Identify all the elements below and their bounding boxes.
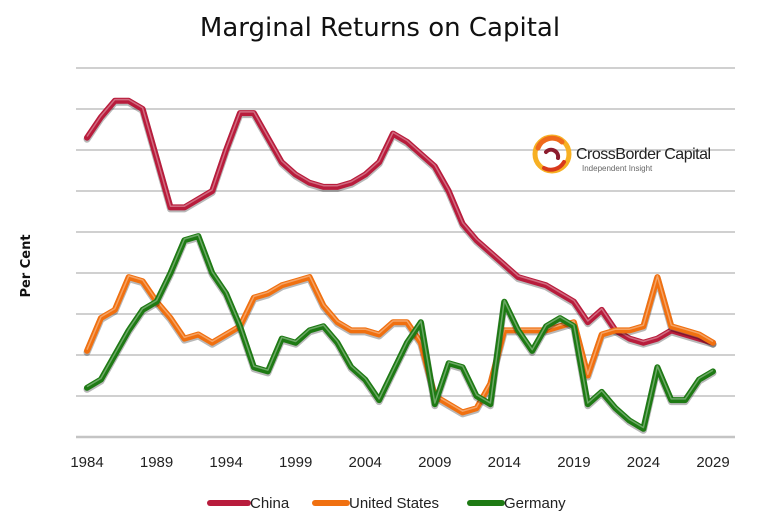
legend-label: United States (349, 495, 439, 512)
series-highlight (86, 234, 714, 429)
series-highlight (86, 98, 714, 343)
crossborder-capital-logo: CrossBorder Capital Independent Insight (532, 134, 711, 174)
legend-item-china: China (207, 495, 290, 512)
x-tick-label: 1994 (209, 454, 242, 471)
x-tick-label: 1989 (140, 454, 173, 471)
x-tick-label: 2019 (557, 454, 590, 471)
logo-name: CrossBorder Capital (576, 146, 711, 163)
y-axis-label: Per Cent (19, 234, 34, 297)
series-line (84, 274, 716, 416)
x-tick-label: 2014 (488, 454, 521, 471)
x-tick-label: 2024 (627, 454, 660, 471)
grid-lines (76, 67, 735, 439)
series-china (83, 97, 717, 348)
x-tick-label: 2004 (349, 454, 382, 471)
legend-item-germany: Germany (467, 495, 566, 512)
x-tick-label: 1999 (279, 454, 312, 471)
x-tick-label: 2029 (696, 454, 729, 471)
series-line (84, 97, 716, 346)
x-tick-labels: 1984 1989 1994 1999 2004 2009 2014 2019 2024 2029 (70, 454, 729, 471)
legend: China United States Germany (207, 495, 566, 512)
legend-label: China (250, 495, 290, 512)
logo-tagline: Independent Insight (582, 164, 653, 173)
series-shadow (83, 275, 717, 418)
series-line (84, 233, 716, 432)
legend-label: Germany (504, 495, 566, 512)
series-highlight (86, 275, 714, 412)
series-layer (83, 97, 717, 434)
chart-title: Marginal Returns on Capital (200, 13, 560, 43)
x-tick-label: 2009 (418, 454, 451, 471)
series-germany (83, 233, 717, 434)
logo-swirl-icon (532, 134, 572, 174)
x-tick-label: 1984 (70, 454, 103, 471)
legend-item-united-states: United States (312, 495, 439, 512)
series-united-states (83, 274, 717, 418)
